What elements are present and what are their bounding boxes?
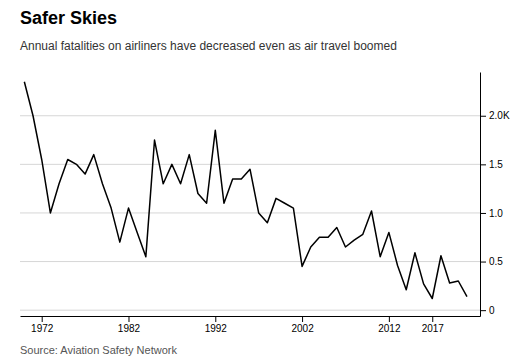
x-tick: 1992 — [205, 316, 228, 334]
y-tick: 1.5 — [480, 159, 503, 170]
x-tick: 2012 — [378, 316, 401, 334]
subtitle: Annual fatalities on airliners have decr… — [20, 39, 397, 53]
x-tick-mark — [42, 316, 43, 322]
x-tick: 1982 — [118, 316, 141, 334]
y-tick-label: 1.0 — [489, 208, 503, 219]
x-tick-mark — [128, 316, 129, 322]
y-tick-mark — [480, 213, 486, 214]
y-tick-label: 1.5 — [489, 159, 503, 170]
x-tick-label: 2017 — [422, 323, 445, 334]
grid-line — [20, 115, 480, 116]
plot-area: 1972 1982 1992 2002 2012 2017 0 0.5 1.0 1.5 2.0K — [20, 73, 510, 335]
x-tick: 2017 — [422, 316, 445, 334]
grid — [20, 116, 480, 310]
y-tick-mark — [480, 310, 486, 311]
x-tick-mark — [432, 316, 433, 322]
marks — [24, 82, 467, 299]
y-tick-mark — [480, 116, 486, 117]
x-tick-label: 1982 — [118, 323, 141, 334]
x-axis: 1972 1982 1992 2002 2012 2017 — [21, 316, 481, 334]
x-tick-mark — [215, 316, 216, 322]
y-tick: 1.0 — [480, 208, 503, 219]
grid-line — [20, 261, 480, 262]
x-tick-mark — [389, 316, 390, 322]
grid-line — [20, 310, 480, 311]
y-tick: 0.5 — [480, 256, 503, 267]
x-tick-mark — [302, 316, 303, 322]
source: Source: Aviation Safety Network — [20, 344, 177, 356]
x-tick: 1972 — [31, 316, 54, 334]
y-tick-mark — [480, 262, 486, 263]
y-axis-line — [480, 73, 481, 317]
x-axis-line — [21, 316, 481, 317]
x-tick: 2002 — [291, 316, 314, 334]
chart: Safer Skies Annual fatalities on airliner… — [0, 0, 524, 360]
y-tick-label: 2.0K — [489, 110, 510, 121]
grid-line — [20, 212, 480, 213]
x-tick-label: 1972 — [31, 323, 54, 334]
y-tick: 0 — [480, 305, 495, 316]
title: Safer Skies — [20, 8, 117, 28]
y-tick: 2.0K — [480, 110, 510, 121]
y-tick-mark — [480, 164, 486, 165]
x-tick-label: 2012 — [378, 323, 401, 334]
y-tick-label: 0.5 — [489, 256, 503, 267]
x-tick-label: 1992 — [205, 323, 228, 334]
y-tick-label: 0 — [489, 305, 495, 316]
y-axis: 0 0.5 1.0 1.5 2.0K — [480, 73, 510, 317]
line — [24, 82, 467, 299]
x-tick-label: 2002 — [291, 323, 314, 334]
